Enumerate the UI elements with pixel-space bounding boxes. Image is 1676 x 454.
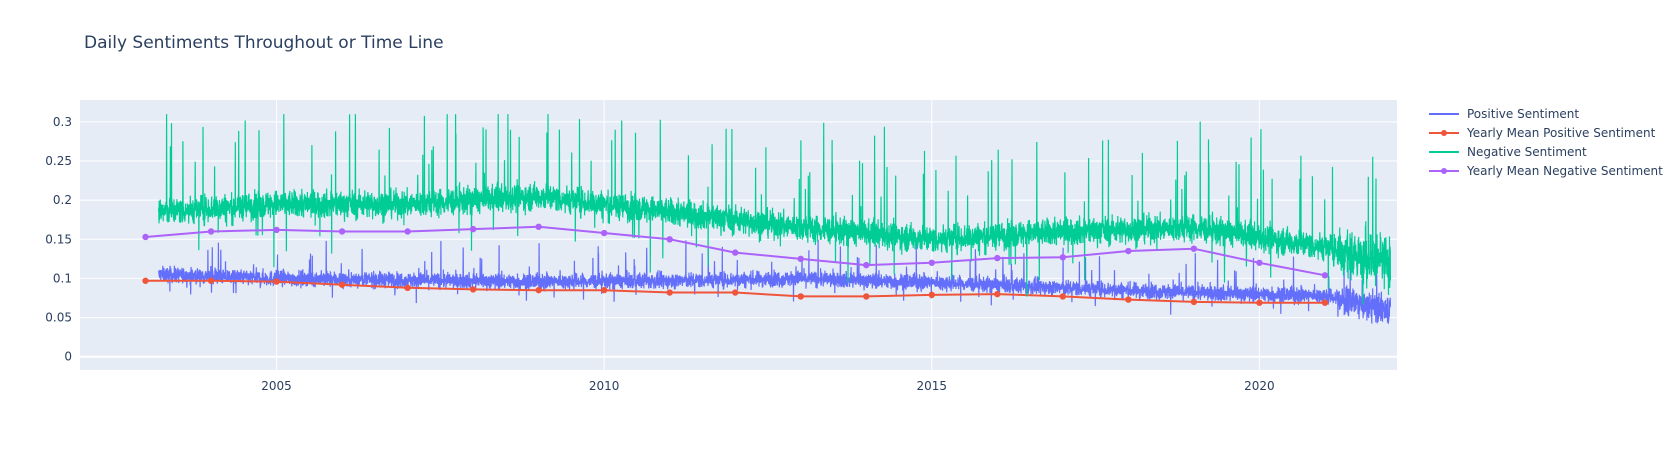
point-yearly-mean-negative-sentiment (535, 223, 542, 230)
point-yearly-mean-negative-sentiment (273, 226, 280, 234)
point-yearly-mean-negative-sentiment (797, 255, 804, 263)
y-tick-label: 0.05 (45, 311, 72, 325)
point-yearly-mean-positive-sentiment (1059, 293, 1067, 300)
point-yearly-mean-positive-sentiment (1256, 299, 1263, 306)
point-yearly-mean-negative-sentiment (1321, 272, 1329, 279)
point-yearly-mean-positive-sentiment (1125, 296, 1132, 303)
x-tick-label: 2010 (589, 379, 620, 393)
point-yearly-mean-negative-sentiment (666, 236, 673, 243)
y-tick-label: 0.3 (53, 115, 72, 129)
chart-title: Daily Sentiments Throughout or Time Line (84, 33, 444, 53)
point-yearly-mean-positive-sentiment (928, 291, 935, 299)
point-yearly-mean-negative-sentiment (928, 259, 935, 266)
point-yearly-mean-negative-sentiment (600, 229, 608, 237)
series-layer (142, 114, 1391, 324)
series-line-negative-sentiment (158, 114, 1391, 305)
point-yearly-mean-negative-sentiment (732, 249, 739, 256)
point-yearly-mean-positive-sentiment (600, 286, 608, 294)
point-yearly-mean-positive-sentiment (863, 293, 870, 300)
y-tick-label: 0.25 (45, 154, 72, 168)
point-yearly-mean-positive-sentiment (1190, 298, 1198, 306)
point-yearly-mean-negative-sentiment (404, 228, 411, 235)
legend-swatch-yearly-negative (1429, 167, 1459, 174)
y-tick-label: 0 (64, 350, 72, 364)
point-yearly-mean-negative-sentiment (994, 254, 1001, 262)
legend-swatch-yearly-positive (1429, 129, 1459, 136)
legend-label-negative-sentiment: Negative Sentiment (1467, 144, 1587, 159)
x-tick-label: 2020 (1244, 379, 1275, 393)
point-yearly-mean-positive-sentiment (142, 277, 149, 284)
y-tick-label: 0.15 (45, 232, 72, 246)
point-yearly-mean-negative-sentiment (338, 228, 346, 235)
point-yearly-mean-positive-sentiment (404, 284, 411, 292)
legend-label-yearly-mean-positive: Yearly Mean Positive Sentiment (1467, 125, 1656, 140)
series-line-positive-sentiment (158, 239, 1391, 324)
point-yearly-mean-positive-sentiment (469, 286, 477, 293)
legend-label-yearly-mean-negative: Yearly Mean Negative Sentiment (1467, 163, 1663, 178)
point-yearly-mean-positive-sentiment (994, 290, 1001, 298)
point-yearly-mean-negative-sentiment (469, 225, 477, 233)
axis-layer: 0 0.05 0.1 0.15 0.2 0.25 0.3 2005 2010 2015 2020 (45, 115, 1274, 393)
point-yearly-mean-positive-sentiment (535, 286, 542, 294)
point-yearly-mean-negative-sentiment (1125, 247, 1132, 255)
point-yearly-mean-positive-sentiment (207, 277, 215, 284)
legend-item-yearly-mean-positive[interactable]: Yearly Mean Positive Sentiment (1427, 123, 1663, 142)
point-yearly-mean-negative-sentiment (207, 228, 215, 235)
point-yearly-mean-negative-sentiment (863, 261, 870, 269)
x-tick-label: 2005 (261, 379, 292, 393)
point-yearly-mean-positive-sentiment (338, 281, 346, 288)
point-yearly-mean-negative-sentiment (1190, 245, 1198, 252)
x-tick-label: 2015 (917, 379, 948, 393)
legend-swatch-positive (1429, 112, 1459, 115)
y-tick-label: 0.1 (53, 271, 72, 285)
legend-item-yearly-mean-negative[interactable]: Yearly Mean Negative Sentiment (1427, 161, 1663, 180)
point-yearly-mean-positive-sentiment (732, 289, 739, 296)
legend-label-positive-sentiment: Positive Sentiment (1467, 106, 1580, 121)
point-yearly-mean-negative-sentiment (1256, 259, 1263, 266)
legend-item-negative-sentiment[interactable]: Negative Sentiment (1427, 142, 1663, 161)
legend-item-positive-sentiment[interactable]: Positive Sentiment (1427, 104, 1663, 123)
point-yearly-mean-positive-sentiment (797, 293, 804, 300)
point-yearly-mean-positive-sentiment (666, 289, 673, 296)
legend-swatch-negative (1429, 150, 1459, 153)
point-yearly-mean-positive-sentiment (1321, 299, 1329, 306)
point-yearly-mean-positive-sentiment (273, 278, 280, 285)
point-yearly-mean-negative-sentiment (142, 233, 149, 241)
point-yearly-mean-negative-sentiment (1059, 254, 1067, 261)
y-tick-label: 0.2 (53, 193, 72, 207)
legend[interactable]: Positive Sentiment Yearly Mean Positive … (1427, 104, 1663, 180)
